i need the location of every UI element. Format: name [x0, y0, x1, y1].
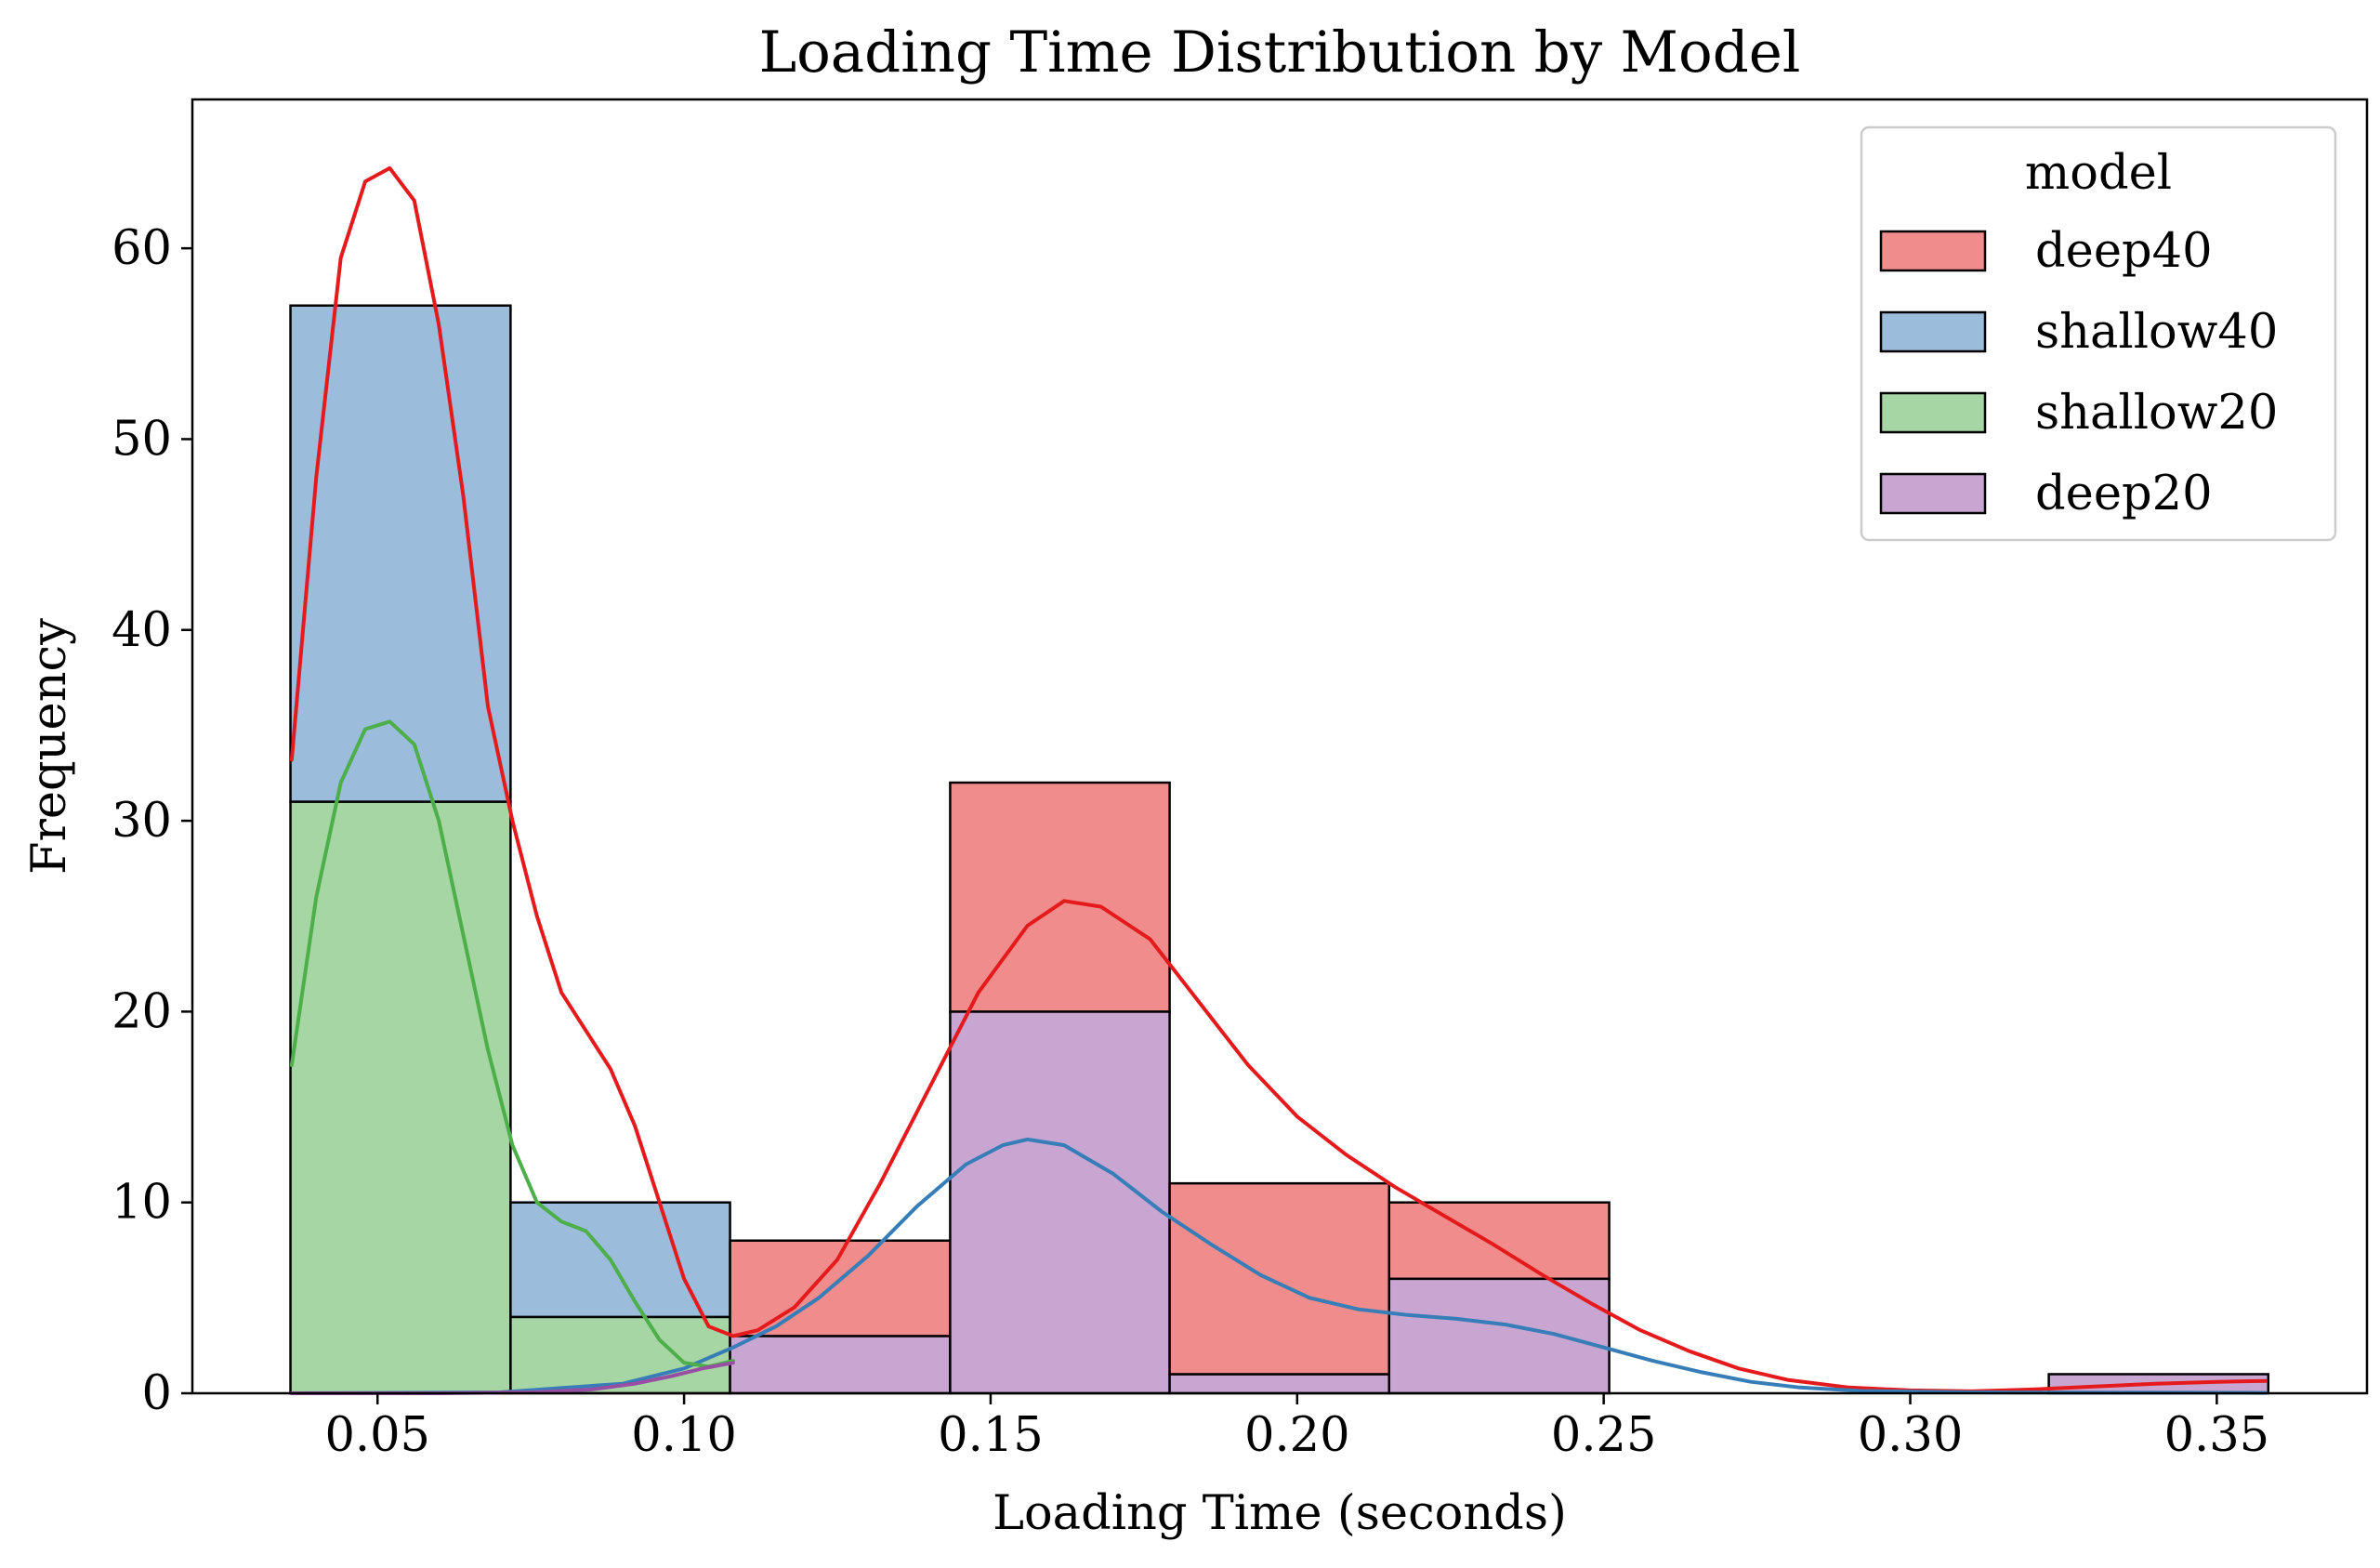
x-tick-label: 0.25	[1551, 1408, 1657, 1463]
x-axis-label: Loading Time (seconds)	[993, 1486, 1567, 1541]
y-axis-label: Frequency	[22, 618, 77, 875]
legend-title: model	[2025, 146, 2172, 201]
x-tick-label: 0.35	[2164, 1408, 2270, 1463]
legend-items: deep40 shallow40 shallow20 deep20	[1879, 224, 2278, 521]
bar-shallow20-bin-0	[289, 800, 512, 1395]
bar-deep40-bin-3	[949, 781, 1171, 1013]
bar-deep40-bin-5	[1387, 1201, 1611, 1281]
y-tick-label: 30	[112, 794, 172, 849]
y-tick-label: 10	[112, 1176, 172, 1231]
bar-deep20-bin-4	[1168, 1373, 1391, 1395]
plot-frame	[191, 98, 2369, 1395]
x-tick-label: 0.10	[631, 1408, 737, 1463]
legend: model deep40 shallow40 shallow20 deep20	[1860, 125, 2337, 542]
y-tick-label: 0	[142, 1366, 172, 1421]
chart-title: Loading Time Distribution by Model	[759, 20, 1801, 86]
x-tick-label: 0.20	[1244, 1408, 1350, 1463]
y-axis-ticks: 0 10 20 30 40 50 60	[112, 221, 192, 1421]
legend-label-deep20: deep20	[2035, 467, 2213, 521]
x-axis-ticks: 0.05 0.10 0.15 0.20 0.25 0.30 0.35	[324, 1393, 2269, 1463]
legend-label-shallow20: shallow20	[2035, 386, 2278, 441]
kde-line-deep40	[289, 165, 2268, 1393]
bar-shallow40-bin-0	[289, 304, 512, 803]
bar-deep20-bin-2	[729, 1335, 952, 1395]
bar-shallow20-bin-1	[509, 1315, 731, 1395]
y-tick-label: 60	[112, 221, 172, 276]
y-tick-label: 50	[112, 412, 172, 467]
x-tick-label: 0.15	[938, 1408, 1044, 1463]
x-tick-label: 0.30	[1858, 1408, 1964, 1463]
bar-shallow40-bin-1	[509, 1201, 731, 1319]
legend-swatch-deep40	[1879, 230, 1987, 272]
legend-swatch-shallow40	[1879, 310, 1987, 353]
bar-deep20-bin-3	[949, 1010, 1171, 1395]
legend-swatch-shallow20	[1879, 391, 1987, 434]
legend-label-shallow40: shallow40	[2035, 305, 2278, 360]
legend-label-deep40: deep40	[2035, 224, 2213, 279]
kde-line-shallow40	[289, 1137, 2268, 1395]
kde-line-shallow20	[289, 719, 735, 1369]
x-tick-label: 0.05	[324, 1408, 430, 1463]
y-tick-label: 20	[112, 984, 172, 1039]
legend-swatch-deep20	[1879, 472, 1987, 515]
y-tick-label: 40	[112, 603, 172, 658]
bar-deep40-bin-4	[1168, 1181, 1391, 1376]
